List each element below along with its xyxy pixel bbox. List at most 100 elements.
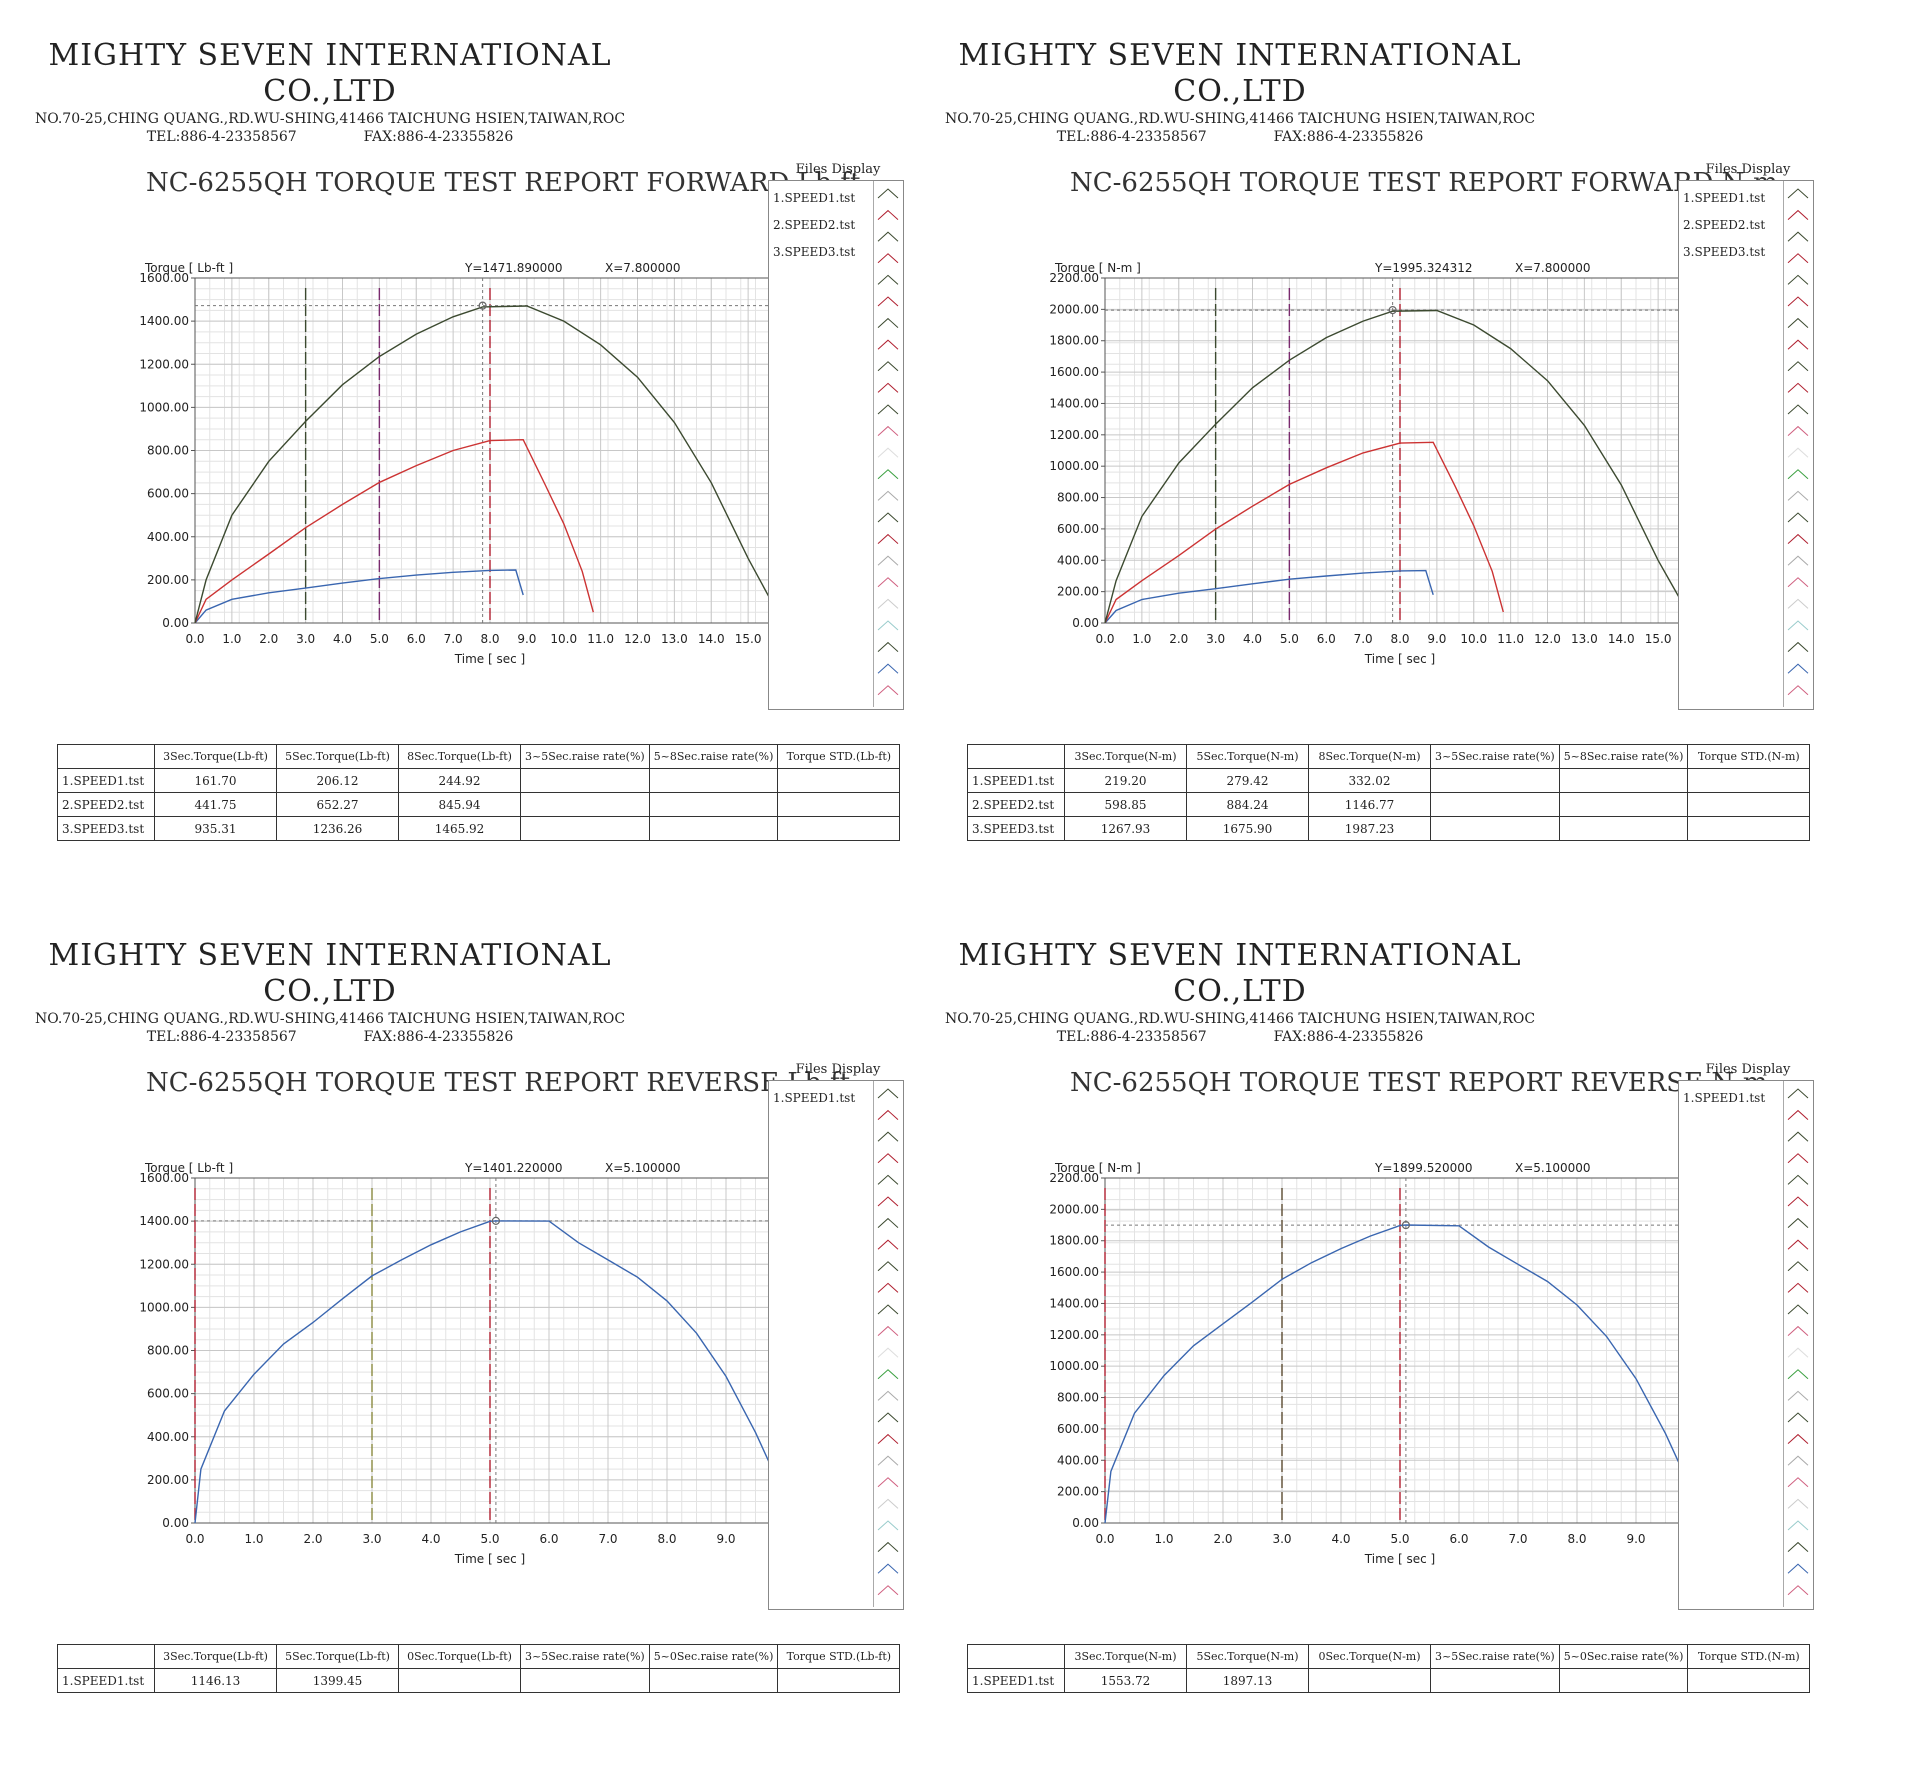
table-cell: 1267.93 — [1064, 816, 1187, 841]
file-item[interactable]: 1.SPEED1.tst — [1683, 191, 1766, 205]
y-tick-label: 1400.00 — [1049, 1296, 1099, 1310]
y-tick-label: 400.00 — [147, 1430, 189, 1444]
table-row: 1.SPEED1.tst 219.20 279.42 332.02 — [967, 768, 1811, 793]
table-header-cell: 5Sec.Torque(Lb-ft) — [276, 744, 399, 769]
cursor-x-readout: X=7.800000 — [605, 261, 681, 275]
swatch-chevron — [877, 1217, 899, 1228]
file-item[interactable]: 1.SPEED1.tst — [773, 1091, 856, 1105]
table-cell: 3.SPEED3.tst — [967, 816, 1065, 841]
table-row: 3.SPEED3.tst 935.31 1236.26 1465.92 — [57, 816, 901, 841]
swatch-chevron — [1787, 663, 1809, 674]
files-display-box: 1.SPEED1.tst — [1678, 1080, 1814, 1610]
y-tick-label: 0.00 — [1072, 1516, 1099, 1530]
table-header-cell: 5Sec.Torque(N-m) — [1186, 744, 1309, 769]
table-cell — [1430, 1668, 1560, 1693]
table-cell: 1399.45 — [276, 1668, 399, 1693]
y-tick-label: 600.00 — [147, 487, 189, 501]
cursor-point — [1401, 1221, 1410, 1230]
company-contact: TEL:886-4-23358567 FAX:886-4-23355826 — [910, 128, 1570, 146]
table-cell: 279.42 — [1186, 768, 1309, 793]
file-item[interactable]: 3.SPEED3.tst — [773, 245, 856, 259]
cursor-x-readout: X=5.100000 — [605, 1161, 681, 1175]
swatch-chevron — [877, 274, 899, 285]
table-header-cell: 5~8Sec.raise rate(%) — [648, 744, 779, 769]
x-tick-label: 0.0 — [1095, 1532, 1114, 1546]
company-name: MIGHTY SEVEN INTERNATIONAL CO.,LTD — [48, 38, 612, 109]
swatch-chevron — [1787, 188, 1809, 199]
file-item[interactable]: 2.SPEED2.tst — [773, 218, 856, 232]
x-tick-label: 7.0 — [1354, 632, 1373, 646]
swatch-chevron — [877, 1304, 899, 1315]
swatch-chevron — [877, 209, 899, 220]
swatch-chevron — [877, 404, 899, 415]
y-tick-label: 1000.00 — [1049, 459, 1099, 473]
table-cell: 1.SPEED1.tst — [967, 1668, 1065, 1693]
swatch-chevron — [1787, 577, 1809, 588]
swatch-chevron — [877, 1131, 899, 1142]
x-tick-label: 2.0 — [259, 632, 278, 646]
swatch-chevron — [1787, 1433, 1809, 1444]
table-header-cell: 3Sec.Torque(N-m) — [1064, 1644, 1187, 1669]
color-swatch-strip — [873, 1081, 899, 1607]
y-tick-label: 1200.00 — [139, 1257, 189, 1271]
y-tick-label: 1600.00 — [1049, 365, 1099, 379]
file-item[interactable]: 1.SPEED1.tst — [773, 191, 856, 205]
swatch-chevron — [877, 1196, 899, 1207]
table-row: 2.SPEED2.tst 441.75 652.27 845.94 — [57, 792, 901, 817]
table-cell: 206.12 — [276, 768, 399, 793]
x-tick-label: 2.0 — [303, 1532, 322, 1546]
file-item[interactable]: 1.SPEED1.tst — [1683, 1091, 1766, 1105]
table-header-cell — [57, 744, 155, 769]
table-header-cell: 5~0Sec.raise rate(%) — [1558, 1644, 1689, 1669]
table-header-cell: 3Sec.Torque(Lb-ft) — [154, 1644, 277, 1669]
table-cell — [520, 792, 650, 817]
swatch-chevron — [1787, 1412, 1809, 1423]
file-item[interactable]: 2.SPEED2.tst — [1683, 218, 1766, 232]
swatch-chevron — [877, 1153, 899, 1164]
table-header-cell: 3Sec.Torque(N-m) — [1064, 744, 1187, 769]
company-fax: FAX:886-4-23355826 — [1273, 1029, 1424, 1045]
table-cell — [1558, 1668, 1689, 1693]
swatch-chevron — [1787, 1131, 1809, 1142]
files-display-panel: Files Display 1.SPEED1.tst 2.SPEED2.tst … — [768, 162, 908, 710]
swatch-chevron — [1787, 425, 1809, 436]
y-tick-label: 600.00 — [1057, 522, 1099, 536]
y-tick-label: 400.00 — [1057, 1453, 1099, 1467]
x-tick-label: 0.0 — [1095, 632, 1114, 646]
swatch-chevron — [1787, 1563, 1809, 1574]
table-row: 2.SPEED2.tst 598.85 884.24 1146.77 — [967, 792, 1811, 817]
y-tick-label: 200.00 — [1057, 585, 1099, 599]
table-cell: 1987.23 — [1308, 816, 1431, 841]
table-header-row: 3Sec.Torque(Lb-ft) 5Sec.Torque(Lb-ft) 0S… — [57, 1644, 901, 1669]
table-header-cell: Torque STD.(Lb-ft) — [777, 744, 901, 769]
table-cell — [1558, 816, 1689, 841]
table-cell: 652.27 — [276, 792, 399, 817]
x-tick-label: 0.0 — [185, 632, 204, 646]
x-tick-label: 14.0 — [1608, 632, 1635, 646]
swatch-chevron — [877, 1261, 899, 1272]
y-tick-label: 200.00 — [1057, 1485, 1099, 1499]
table-cell — [1687, 792, 1811, 817]
table-cell — [648, 1668, 779, 1693]
x-tick-label: 4.0 — [421, 1532, 440, 1546]
y-tick-label: 400.00 — [1057, 553, 1099, 567]
swatch-chevron — [1787, 1261, 1809, 1272]
table-row: 1.SPEED1.tst 1553.72 1897.13 — [967, 1668, 1811, 1693]
table-cell — [777, 792, 901, 817]
report-title: NC-6255QH TORQUE TEST REPORT REVERSE N-m — [1070, 1068, 1768, 1098]
file-item[interactable]: 3.SPEED3.tst — [1683, 245, 1766, 259]
table-header-cell: 3~5Sec.raise rate(%) — [520, 744, 650, 769]
report-title: NC-6255QH TORQUE TEST REPORT FORWARD Lb-… — [146, 168, 861, 198]
x-tick-label: 2.0 — [1213, 1532, 1232, 1546]
table-header-cell: 0Sec.Torque(Lb-ft) — [398, 1644, 521, 1669]
x-tick-label: 8.0 — [480, 632, 499, 646]
table-cell — [777, 1668, 901, 1693]
swatch-chevron — [877, 253, 899, 264]
swatch-chevron — [877, 1390, 899, 1401]
company-fax: FAX:886-4-23355826 — [363, 1029, 514, 1045]
y-tick-label: 600.00 — [147, 1387, 189, 1401]
x-tick-label: 4.0 — [1243, 632, 1262, 646]
y-tick-label: 2000.00 — [1049, 302, 1099, 316]
files-display-panel: Files Display 1.SPEED1.tst 2.SPEED2.tst … — [1678, 162, 1818, 710]
x-tick-label: 13.0 — [661, 632, 688, 646]
